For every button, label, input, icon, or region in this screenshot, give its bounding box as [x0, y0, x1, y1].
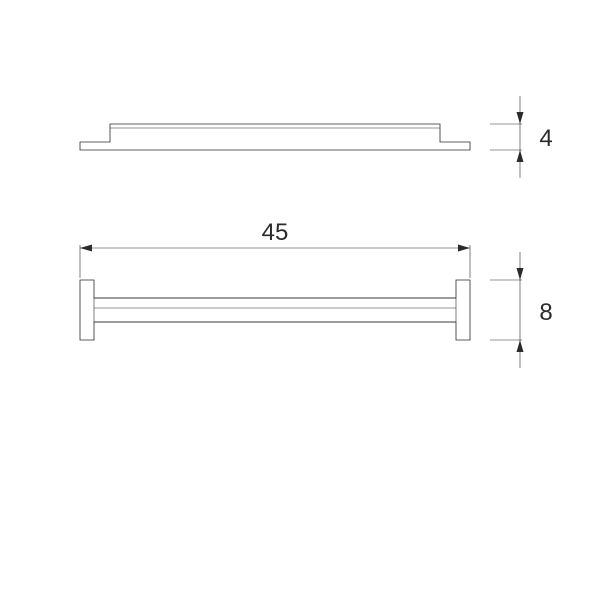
dim-8-label: 8	[539, 299, 552, 326]
bottom-view	[80, 280, 470, 340]
dim-4-label: 4	[539, 125, 552, 152]
dim-45-label: 45	[262, 219, 289, 246]
technical-drawing: 45 4 8	[0, 0, 600, 600]
dimensions	[80, 96, 524, 368]
top-view	[80, 124, 470, 150]
